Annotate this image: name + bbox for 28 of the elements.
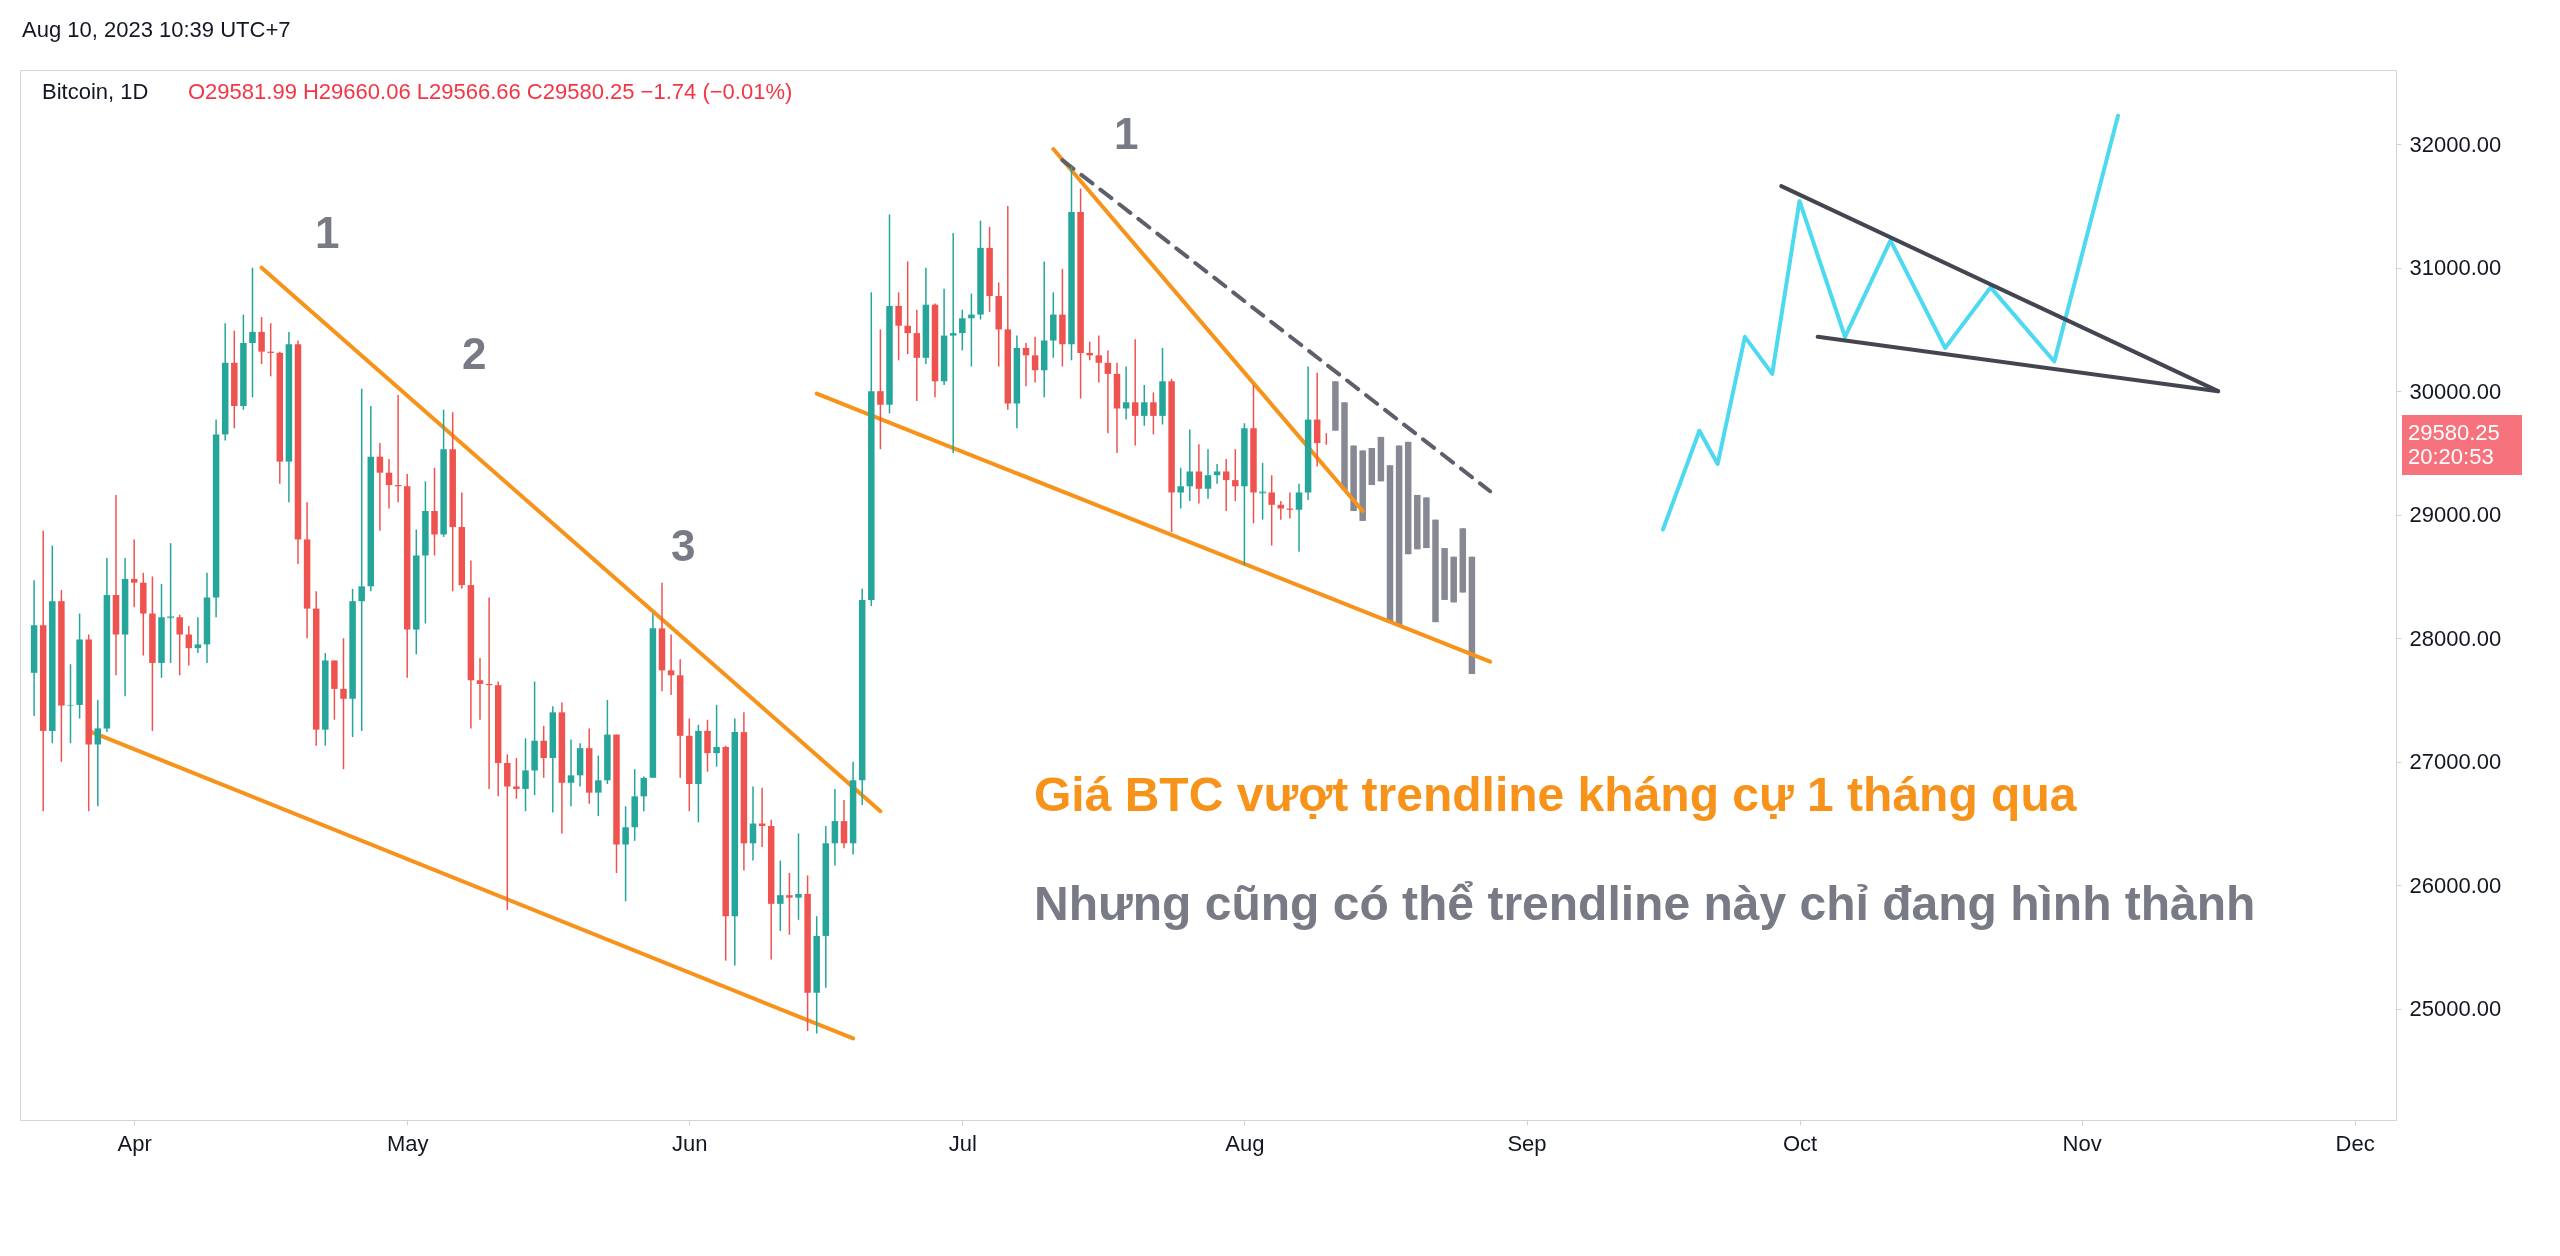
- x-tick-label: Nov: [2062, 1130, 2102, 1156]
- y-tick-label: 30000.00: [2409, 378, 2502, 404]
- annotation: 1: [315, 208, 340, 257]
- x-tick-label: Apr: [117, 1130, 152, 1156]
- annotation: Nhưng cũng có thể trendline này chỉ đang hình thành: [1034, 877, 2256, 930]
- annotation: 3: [671, 521, 696, 570]
- y-tick-label: 32000.00: [2409, 131, 2502, 157]
- annotation: 1: [1114, 109, 1139, 158]
- text: 29580.25: [2408, 420, 2500, 446]
- x-tick-label: Aug: [1225, 1130, 1265, 1156]
- annotation: Giá BTC vượt trendline kháng cự 1 tháng qua: [1034, 768, 2077, 821]
- y-tick-label: 29000.00: [2409, 502, 2502, 528]
- y-tick-label: 31000.00: [2409, 255, 2502, 281]
- y-tick-label: 27000.00: [2409, 749, 2502, 775]
- x-tick-label: Jul: [948, 1130, 977, 1156]
- y-tick-label: 25000.00: [2409, 996, 2502, 1022]
- x-tick-label: Sep: [1507, 1130, 1547, 1156]
- x-tick-label: Oct: [1782, 1130, 1818, 1156]
- text: 20:20:53: [2408, 444, 2494, 470]
- y-tick-label: 28000.00: [2409, 625, 2502, 651]
- chart-subtitle: O29581.99 H29660.06 L29566.66 C29580.25 −1.74 (−0.01%): [188, 79, 793, 104]
- text: Aug 10, 2023 10:39 UTC+7: [22, 17, 291, 42]
- chart-title: Bitcoin, 1D: [42, 79, 149, 104]
- x-tick-label: Jun: [672, 1130, 708, 1156]
- x-tick-label: May: [386, 1130, 429, 1156]
- x-tick-label: Dec: [2335, 1130, 2375, 1156]
- annotation: 2: [462, 329, 487, 378]
- y-tick-label: 26000.00: [2409, 872, 2502, 898]
